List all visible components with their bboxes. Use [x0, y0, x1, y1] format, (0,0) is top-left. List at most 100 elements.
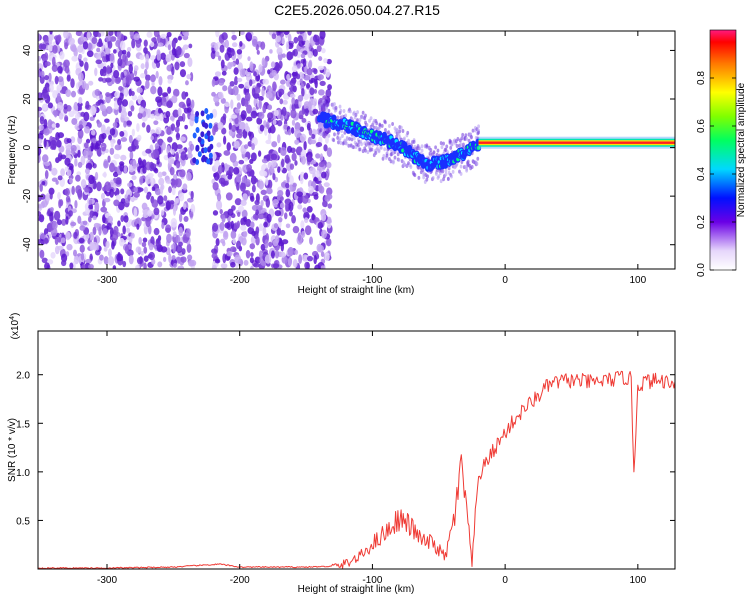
heatmap-cell [44, 74, 50, 81]
heatmap-cell [317, 221, 323, 229]
heatmap-cell [60, 154, 67, 160]
heatmap-cell [68, 37, 75, 46]
colorbar-label: Normalized spectral amplitude [736, 82, 747, 217]
heatmap-cell [88, 80, 94, 86]
heatmap-cell [84, 126, 90, 134]
heatmap-cell [104, 47, 111, 55]
heatmap-cell [187, 57, 193, 68]
heatmap-cell [157, 86, 163, 97]
heatmap-cell [166, 31, 172, 38]
heatmap-cell [341, 133, 344, 138]
heatmap-cell [320, 265, 325, 269]
heatmap-cell [171, 95, 178, 104]
heatmap-cell [237, 205, 245, 212]
heatmap-cell [171, 179, 178, 189]
heatmap-cell [108, 31, 114, 37]
heatmap-cell [192, 132, 197, 139]
heatmap-cell [160, 52, 167, 60]
colorbar-tick-label: 0.6 [696, 119, 707, 133]
heatmap-cell [171, 39, 176, 49]
heatmap-cell [240, 199, 247, 207]
heatmap-cell [266, 213, 272, 223]
heatmap-cell [74, 157, 78, 167]
heatmap-cell [274, 249, 280, 259]
heatmap-cell [249, 79, 253, 87]
heatmap-cell [434, 145, 437, 150]
heatmap-cell [338, 104, 342, 109]
heatmap-cell [49, 31, 53, 35]
heatmap-cell [236, 48, 243, 55]
heatmap-cell [289, 51, 294, 60]
heatmap-cell [292, 225, 300, 234]
heatmap-cell [126, 46, 132, 52]
heatmap-cell [170, 53, 175, 61]
heatmap-cell [257, 213, 265, 220]
heatmap-cell [153, 168, 159, 174]
heatmap-cell [284, 154, 290, 164]
heatmap-cell [156, 50, 161, 61]
heatmap-cell [234, 108, 241, 114]
heatmap-cell [137, 134, 142, 141]
heatmap-cell [90, 243, 96, 250]
heatmap-cell [94, 89, 101, 96]
heatmap-cell [39, 183, 43, 193]
heatmap-cell [431, 175, 435, 180]
heatmap-cell [173, 262, 177, 268]
heatmap-cell [326, 161, 332, 169]
heatmap-cell [303, 103, 308, 110]
heatmap-cell [107, 256, 115, 266]
heatmap-cell [131, 145, 137, 152]
heatmap-cell [300, 220, 305, 229]
heatmap-cell [114, 91, 121, 99]
heatmap-cell [311, 213, 315, 221]
heatmap-cell [211, 253, 218, 259]
heatmap-cell [140, 63, 145, 70]
heatmap-cell [283, 124, 288, 130]
heatmap-cell [322, 132, 326, 137]
heatmap-cell [167, 74, 174, 81]
heatmap-cell [281, 53, 286, 58]
heatmap-cell [437, 174, 441, 179]
heatmap-cell [320, 213, 327, 222]
heatmap-cell [285, 41, 290, 51]
heatmap-cell [233, 67, 239, 75]
heatmap-cell [166, 233, 172, 244]
heatmap-cell [172, 88, 180, 97]
heatmap-cell [201, 156, 206, 163]
heatmap-cell [102, 214, 106, 224]
heatmap-cell [374, 150, 378, 155]
heatmap-cell [41, 181, 46, 186]
heatmap-cell [78, 120, 83, 126]
heatmap-cell [60, 237, 66, 244]
heatmap-cell [222, 180, 229, 186]
heatmap-cell [39, 115, 45, 125]
heatmap-cell [316, 45, 322, 53]
heatmap-cell [49, 192, 53, 200]
heatmap-cell [109, 188, 114, 198]
heatmap-cell [312, 129, 319, 135]
heatmap-cell [153, 120, 159, 126]
heatmap-cell [272, 119, 277, 125]
heatmap-cell [281, 106, 287, 117]
heatmap-cell [137, 112, 143, 120]
heatmap-cell [304, 261, 310, 269]
heatmap-cell [304, 108, 309, 117]
heatmap-cell [49, 83, 54, 93]
heatmap-cell [186, 172, 192, 181]
heatmap-cell [320, 251, 325, 258]
spectrogram-x-tick-label: 100 [629, 275, 646, 286]
heatmap-cell [100, 192, 105, 200]
heatmap-cell [290, 109, 297, 119]
heatmap-cell [287, 129, 292, 136]
heatmap-cell [48, 72, 52, 82]
heatmap-cell [283, 31, 290, 36]
heatmap-cell [297, 35, 303, 43]
heatmap-cell [209, 135, 214, 142]
heatmap-cell [262, 226, 267, 236]
heatmap-cell [153, 207, 160, 216]
heatmap-cell [113, 108, 119, 116]
heatmap-cell [83, 142, 89, 149]
heatmap-cell [105, 240, 110, 249]
heatmap-cell [230, 99, 234, 109]
heatmap-cell [39, 249, 45, 259]
